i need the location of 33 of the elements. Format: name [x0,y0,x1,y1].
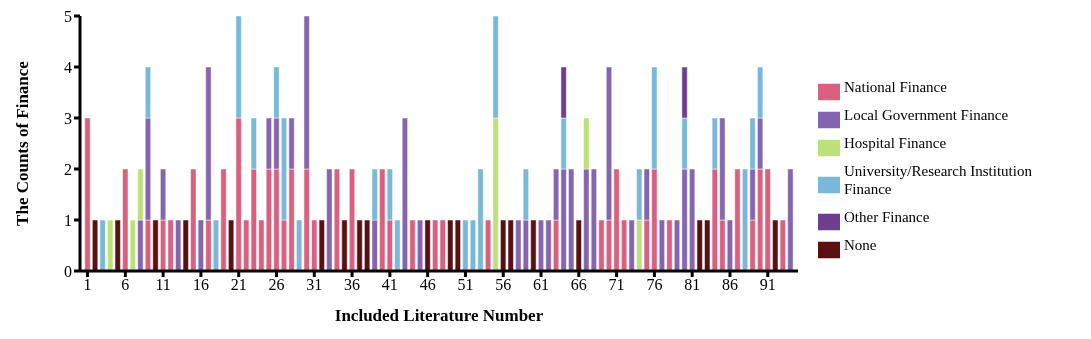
x-tick-label: 46 [419,276,436,294]
x-axis-title: Included Literature Number [334,306,544,325]
x-tick-label: 56 [495,276,512,294]
x-tick-label: 41 [381,276,398,294]
x-tick-label: 11 [155,276,171,294]
x-tick-label: 71 [608,276,625,294]
y-tick-label: 2 [64,160,72,178]
legend-label: Hospital Finance [844,133,948,153]
x-tick-label: 36 [344,276,361,294]
legend-label: National Finance [844,77,948,97]
x-tick-label: 26 [268,276,285,294]
x-tick-label: 21 [230,276,247,294]
x-tick-label: 51 [457,276,474,294]
legend-label: Local Government Finance [844,105,1010,125]
x-tick-label: 61 [533,276,550,294]
x-tick-label: 31 [306,276,323,294]
legend-label: Other Finance [844,207,931,227]
y-tick-label: 0 [64,262,72,280]
legend-label: University/Research Institution Finance [844,161,1033,199]
y-axis-title: The Counts of Finance [13,60,33,226]
legend-label: None [844,235,878,255]
y-tick-label: 3 [64,109,72,127]
x-tick-label: 76 [646,276,663,294]
x-tick-label: 1 [83,276,92,294]
x-tick-label: 81 [684,276,701,294]
x-tick-label: 66 [570,276,587,294]
x-tick-label: 6 [121,276,130,294]
y-tick-label: 5 [64,7,72,25]
x-tick-label: 91 [759,276,776,294]
y-tick-label: 1 [64,211,72,229]
y-tick-label: 4 [64,58,72,76]
x-tick-label: 16 [192,276,209,294]
x-tick-label: 86 [721,276,738,294]
